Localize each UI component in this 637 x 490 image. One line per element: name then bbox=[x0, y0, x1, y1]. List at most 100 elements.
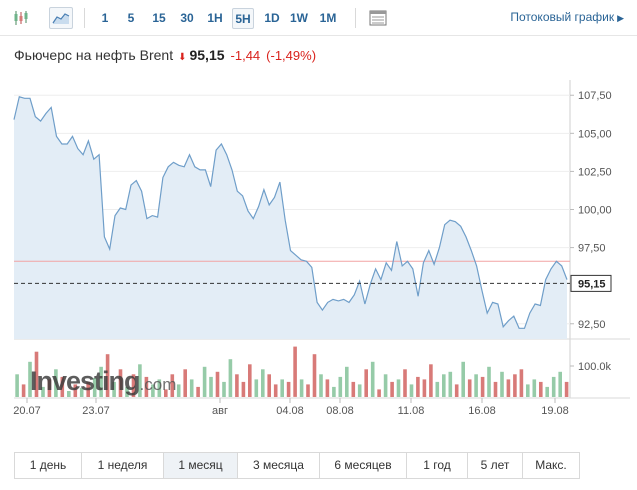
price-area bbox=[14, 96, 567, 339]
volume-bar bbox=[551, 376, 556, 397]
last-price-label: 95,15 bbox=[578, 278, 606, 290]
volume-bar bbox=[480, 376, 485, 397]
volume-bar bbox=[299, 379, 304, 397]
range-button[interactable]: 5 лет bbox=[468, 453, 523, 478]
volume-bar bbox=[390, 381, 394, 397]
x-tick-label: 04.08 bbox=[276, 405, 304, 417]
range-button[interactable]: 1 год bbox=[407, 453, 468, 478]
table-icon[interactable] bbox=[366, 7, 390, 29]
volume-bar bbox=[448, 371, 453, 397]
range-button[interactable]: 6 месяцев bbox=[320, 453, 407, 478]
y-tick-label: 97,50 bbox=[578, 243, 606, 255]
toolbar-divider bbox=[355, 8, 356, 28]
volume-bar bbox=[105, 354, 110, 397]
volume-bar bbox=[474, 374, 478, 397]
volume-bar bbox=[532, 379, 537, 397]
volume-bar bbox=[73, 384, 78, 397]
volume-bar bbox=[125, 386, 129, 397]
volume-bar bbox=[332, 386, 336, 397]
timeframe-5-button[interactable]: 5 bbox=[127, 11, 135, 25]
timeframe-1d-button[interactable]: 1D bbox=[264, 11, 280, 25]
timeframe-1h-button[interactable]: 1H bbox=[207, 11, 223, 25]
volume-bar bbox=[409, 384, 414, 397]
y-tick-label: 92,50 bbox=[578, 319, 606, 331]
volume-bar bbox=[79, 387, 84, 397]
range-button[interactable]: 1 день bbox=[15, 453, 82, 478]
volume-bar bbox=[28, 361, 32, 397]
timeframe-15-button[interactable]: 15 bbox=[152, 11, 166, 25]
logo-suffix: .com bbox=[139, 375, 177, 394]
candlestick-icon[interactable] bbox=[9, 7, 33, 29]
volume-bar bbox=[526, 384, 530, 397]
volume-bar bbox=[99, 366, 103, 397]
volume-bar bbox=[41, 386, 45, 397]
volume-bar bbox=[545, 386, 549, 397]
volume-bar bbox=[138, 364, 142, 397]
volume-bar bbox=[34, 351, 39, 397]
y-tick-label: 100,00 bbox=[578, 205, 612, 217]
toolbar-divider bbox=[84, 8, 85, 28]
volume-bar bbox=[513, 374, 517, 397]
x-tick-label: 16.08 bbox=[468, 405, 496, 417]
volume-bar bbox=[21, 384, 26, 397]
volume-bar bbox=[54, 369, 58, 397]
volume-bar bbox=[396, 379, 401, 397]
area-chart-icon[interactable] bbox=[49, 7, 73, 29]
volume-bar bbox=[151, 384, 155, 397]
volume-bar bbox=[92, 377, 97, 397]
volume-bar bbox=[286, 381, 291, 397]
y-tick-label: 105,00 bbox=[578, 128, 612, 140]
timeframe-1m-button[interactable]: 1M bbox=[319, 11, 337, 25]
volume-bar bbox=[170, 374, 175, 397]
x-tick-label: 20.07 bbox=[13, 405, 41, 417]
timeframe-1-button[interactable]: 1 bbox=[101, 11, 109, 25]
arrow-down-icon: ⬇ bbox=[178, 52, 187, 63]
volume-bar bbox=[403, 369, 407, 397]
stream-chart-label: Потоковый график bbox=[510, 10, 615, 24]
instrument-header: Фьючерс на нефть Brent ⬇ 95,15 -1,44 (-1,49%… bbox=[14, 47, 316, 63]
volume-bar bbox=[254, 379, 259, 397]
volume-bar bbox=[454, 384, 459, 397]
volume-bar bbox=[422, 379, 427, 397]
x-tick-label: 23.07 bbox=[82, 405, 110, 417]
volume-bar bbox=[209, 376, 213, 397]
range-button[interactable]: Макс. bbox=[523, 453, 579, 478]
volume-bar bbox=[235, 374, 239, 397]
volume-bar bbox=[112, 381, 116, 397]
volume-bar bbox=[280, 379, 284, 397]
volume-bar bbox=[164, 389, 168, 397]
volume-bar bbox=[248, 364, 252, 397]
volume-bar bbox=[241, 381, 246, 397]
volume-bar bbox=[176, 384, 181, 397]
last-price: 95,15 bbox=[189, 47, 225, 63]
volume-bar bbox=[435, 381, 440, 397]
volume-bar bbox=[558, 371, 562, 397]
timeframe-30-button[interactable]: 30 bbox=[180, 11, 194, 25]
range-button[interactable]: 1 неделя bbox=[82, 453, 164, 478]
volume-bar bbox=[15, 374, 19, 397]
volume-bar bbox=[202, 366, 207, 397]
price-line bbox=[13, 96, 568, 329]
volume-bar bbox=[157, 379, 162, 397]
price-change-percent: (-1,49%) bbox=[266, 48, 317, 63]
volume-bar bbox=[131, 374, 136, 397]
x-tick-label: 11.08 bbox=[398, 405, 425, 417]
timeframe-5h-button[interactable]: 5H bbox=[232, 8, 254, 29]
stream-chart-link[interactable]: Потоковый график ▶ bbox=[510, 10, 624, 24]
volume-bar bbox=[60, 376, 65, 397]
range-button[interactable]: 1 месяц bbox=[164, 453, 238, 478]
volume-bar bbox=[183, 369, 187, 397]
volume-bar bbox=[338, 376, 343, 397]
volume-bar bbox=[312, 354, 317, 397]
timeframe-1w-button[interactable]: 1W bbox=[290, 11, 308, 25]
volume-bar bbox=[215, 371, 220, 397]
volume-bar bbox=[118, 369, 123, 397]
investing-logo: Investing.com bbox=[30, 366, 176, 397]
volume-bar bbox=[370, 361, 375, 397]
volume-bar bbox=[383, 374, 388, 397]
range-button[interactable]: 3 месяца bbox=[238, 453, 320, 478]
volume-bar bbox=[564, 381, 569, 397]
volume-bar bbox=[306, 384, 310, 397]
y-tick-label: 102,50 bbox=[578, 166, 612, 178]
